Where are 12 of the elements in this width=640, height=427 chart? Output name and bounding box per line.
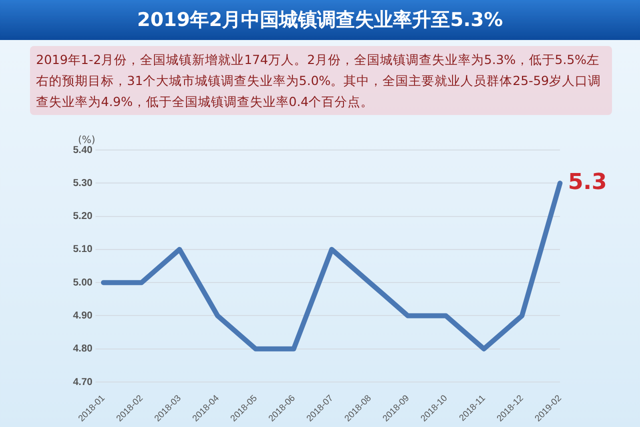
chart-title: 2019年2月中国城镇调查失业率升至5.3%: [0, 0, 640, 40]
y-tick-label: 5.00: [72, 277, 93, 288]
y-tick-label: 5.20: [72, 211, 93, 222]
y-tick-label: 4.80: [72, 344, 93, 355]
y-tick-label: 5.40: [72, 144, 93, 156]
y-tick-label: 5.10: [72, 244, 93, 256]
y-tick-label: 4.90: [72, 310, 93, 322]
y-tick-label: 5.30: [72, 178, 93, 189]
chart-subtitle: 2019年1-2月份，全国城镇新增就业174万人。2月份，全国城镇调查失业率为5.3%，低于5.5%左右的预期目标，31个大城市城镇调查失业率为5.0%。其中，全国主要就业人员群体25-59岁人口调查失业率为4.9%，低于全国城镇调查失业率0.4个百分点。: [30, 46, 612, 115]
y-axis-title: (%): [78, 135, 96, 146]
data-label: 5.3: [568, 170, 607, 195]
y-tick-label: 4.70: [72, 376, 93, 388]
